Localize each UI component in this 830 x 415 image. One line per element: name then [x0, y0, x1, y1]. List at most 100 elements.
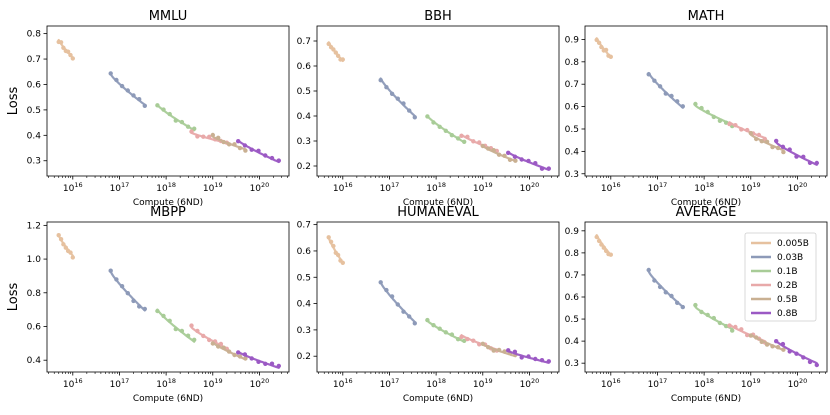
data-point-0.03B [125, 88, 130, 93]
data-point-0.005B [608, 54, 613, 59]
data-point-0.03B [663, 290, 668, 295]
x-axis-label: Compute (6ND) [671, 394, 741, 404]
data-point-0.1B [155, 103, 160, 108]
data-point-0.03B [412, 321, 417, 326]
x-tick-exponent: 18 [168, 377, 176, 385]
data-point-0.8B [787, 147, 792, 152]
x-tick-label: 1019 [473, 377, 493, 390]
data-point-0.5B [216, 344, 221, 349]
x-tick-exponent: 16 [344, 181, 352, 189]
x-axis-label: Compute (6ND) [671, 198, 741, 208]
y-tick-label: 0.3 [565, 359, 579, 369]
data-point-0.005B [601, 245, 606, 250]
x-tick-label: 1020 [788, 377, 808, 390]
data-point-0.005B [335, 53, 341, 58]
data-point-0.005B [594, 234, 599, 240]
data-point-0.8B [546, 359, 551, 364]
data-point-0.1B [449, 133, 455, 138]
y-tick-label: 0.9 [565, 35, 580, 45]
x-tick-exponent: 20 [261, 181, 269, 189]
data-point-0.03B [395, 302, 400, 307]
y-tick-label: 0.8 [27, 30, 42, 40]
data-point-0.8B [269, 361, 275, 366]
x-tick-label: 1020 [250, 181, 270, 194]
data-point-0.005B [594, 37, 599, 43]
x-tick-label: 1018 [156, 377, 176, 390]
data-point-0.03B [131, 93, 136, 98]
x-tick-exponent: 17 [659, 377, 667, 385]
y-tick-label: 0.3 [565, 170, 579, 180]
data-point-0.5B [486, 345, 491, 350]
data-point-0.1B [717, 320, 723, 326]
y-tick-label: 0.9 [565, 227, 580, 237]
data-point-0.5B [221, 139, 226, 145]
x-tick-base: 10 [648, 380, 660, 390]
data-point-0.03B [389, 294, 395, 299]
data-point-0.8B [263, 361, 268, 366]
data-point-0.03B [652, 278, 657, 283]
y-tick-label: 0.7 [565, 80, 579, 90]
data-point-0.5B [781, 149, 786, 155]
data-point-0.5B [210, 132, 215, 138]
data-point-0.005B [68, 250, 73, 255]
plot-frame [316, 221, 560, 373]
data-point-0.03B [125, 291, 130, 296]
legend: 0.005B 0.03B 0.1B 0.2B 0.5B 0.8B [744, 232, 817, 322]
data-point-0.1B [192, 126, 197, 131]
data-point-0.5B [221, 345, 226, 350]
data-point-0.03B [401, 101, 406, 106]
x-tick-base: 10 [156, 380, 168, 390]
x-tick-label: 1018 [694, 181, 714, 194]
x-tick-label: 1016 [63, 181, 83, 194]
data-point-0.5B [232, 142, 237, 147]
x-tick-base: 10 [110, 380, 122, 390]
y-tick-label: 0.2 [297, 352, 311, 362]
data-point-0.1B [699, 105, 704, 111]
x-tick-label: 1019 [203, 181, 223, 194]
data-point-0.8B [807, 160, 813, 165]
x-tick-label: 1016 [333, 377, 353, 390]
y-tick-label: 0.7 [27, 55, 41, 65]
data-point-0.005B [70, 255, 76, 260]
data-point-0.8B [801, 355, 806, 360]
data-point-0.8B [774, 339, 779, 344]
data-point-0.2B [465, 134, 470, 139]
x-tick-label: 1018 [426, 181, 446, 194]
data-point-0.005B [68, 52, 73, 58]
data-point-0.5B [210, 341, 215, 346]
data-point-0.8B [526, 158, 531, 164]
x-tick-exponent: 20 [799, 181, 807, 189]
x-axis-label: Compute (6ND) [403, 198, 473, 208]
y-tick-label: 0.5 [297, 273, 311, 283]
data-point-0.8B [506, 150, 511, 155]
data-point-0.005B [65, 49, 71, 54]
x-tick-base: 10 [788, 380, 800, 390]
data-point-0.1B [455, 337, 461, 342]
data-point-0.005B [608, 252, 613, 257]
y-tick-label: 0.8 [565, 58, 580, 68]
x-tick-base: 10 [426, 184, 438, 194]
x-tick-label: 1019 [473, 181, 493, 194]
plot-frame [316, 25, 560, 177]
x-tick-exponent: 20 [799, 377, 807, 385]
x-tick-exponent: 19 [214, 181, 222, 189]
data-point-0.5B [764, 139, 770, 144]
x-tick-base: 10 [426, 380, 438, 390]
data-point-0.5B [226, 349, 232, 354]
data-point-0.2B [459, 334, 464, 340]
data-point-0.1B [437, 124, 442, 129]
x-tick-label: 1016 [601, 181, 621, 194]
x-tick-label: 1018 [426, 377, 446, 390]
x-tick-base: 10 [520, 380, 532, 390]
data-point-0.5B [513, 158, 518, 163]
x-tick-exponent: 16 [612, 181, 620, 189]
x-tick-exponent: 20 [261, 377, 269, 385]
y-tick-label: 0.5 [565, 315, 579, 325]
data-point-0.5B [748, 333, 753, 338]
data-point-0.8B [814, 362, 819, 368]
x-tick-exponent: 19 [214, 377, 222, 385]
data-point-0.005B [333, 50, 338, 55]
data-point-0.005B [61, 45, 66, 50]
data-point-0.2B [745, 127, 750, 133]
